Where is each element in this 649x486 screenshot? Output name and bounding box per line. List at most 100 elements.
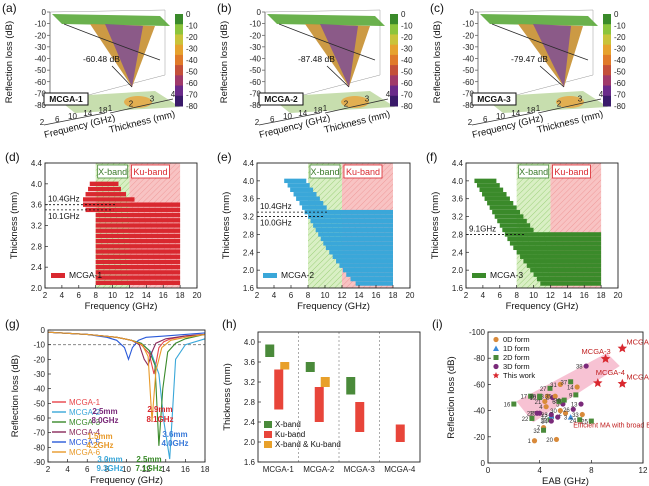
z-tick-label: -80 <box>34 101 46 110</box>
y-tick-label: 2.0 <box>31 284 43 293</box>
point-id-label: 6 <box>552 400 556 406</box>
y-tick-label: 0 <box>481 459 486 468</box>
eab-bar <box>95 233 181 239</box>
freq-tick-label: 18 <box>99 106 108 115</box>
point-id-label: 33 <box>572 413 579 419</box>
point-id-label: 30 <box>550 409 557 415</box>
legend-swatch <box>264 441 272 448</box>
eab-bar <box>95 238 181 244</box>
point-id-label: 5 <box>556 403 560 409</box>
colorbar-tick-label: -70 <box>401 91 413 100</box>
freq-tick-label: 2 <box>468 118 473 127</box>
legend-label: MCGA-1 <box>69 270 102 280</box>
x-tick-label: 16 <box>372 291 381 300</box>
scatter-point <box>562 410 569 416</box>
z-tick-label: -40 <box>249 55 261 64</box>
range-bar <box>314 387 324 422</box>
x-axis-label: EAB (GHz) <box>542 476 589 486</box>
y-tick-label: 4.0 <box>244 338 256 347</box>
peak-label: 2.5mm <box>136 455 161 464</box>
colorbar-segment <box>390 95 398 107</box>
point-id-label: 26 <box>563 408 570 414</box>
eab-bar <box>342 267 393 273</box>
eab-bar <box>332 254 393 259</box>
x-tick-label: 20 <box>406 291 415 300</box>
ku-band-label: Ku-band <box>133 167 167 177</box>
y-tick-label: 3.2 <box>452 213 464 222</box>
scatter-point <box>577 417 583 423</box>
scatter-point <box>555 414 561 420</box>
point-id-label: 8 <box>546 396 550 402</box>
legend-label: Ku-band <box>275 430 305 439</box>
eab-bar <box>95 218 181 223</box>
point-id-label: 12 <box>541 414 548 420</box>
scatter-point <box>529 415 535 421</box>
y-tick-label: 4.0 <box>243 177 255 186</box>
legend-label: MCGA-5 <box>69 438 101 447</box>
z-axis-label: Reflection loss (dB) <box>219 21 230 103</box>
min-rl-annotation: -79.47 dB <box>511 54 548 64</box>
peak-label: 8.1GHz <box>146 415 173 424</box>
x-tick-label: 20 <box>614 291 623 300</box>
x-tick-label: 8 <box>589 466 594 475</box>
surface-contour <box>491 23 589 61</box>
colorbar-segment <box>390 75 398 87</box>
point-id-label: 34 <box>541 420 548 426</box>
z-tick-label: -60 <box>249 78 261 87</box>
sample-tag: MCGA-2 <box>264 94 298 104</box>
z-tick-label: 0 <box>470 8 475 17</box>
colorbar-segment <box>603 34 611 46</box>
scatter-point <box>542 398 548 405</box>
range-bar <box>274 369 284 410</box>
colorbar-tick-label: -30 <box>614 45 626 54</box>
freq-tick-label: 10 <box>283 112 292 121</box>
eab-bar <box>476 183 500 188</box>
colorbar-tick-label: -80 <box>614 102 626 111</box>
colorbar-tick-label: -30 <box>186 45 198 54</box>
colorbar-tick-label: -20 <box>186 33 198 42</box>
eab-bar <box>339 263 393 268</box>
point-id-label: 35 <box>545 395 552 401</box>
comparison-scatter-panel: (i)1234567891011121314151617181920212223… <box>432 317 649 486</box>
peak-label: 4.0GHz <box>161 439 188 448</box>
legend-swatch <box>472 273 486 278</box>
x-band-label: X-band <box>98 167 127 177</box>
point-id-label: 20 <box>546 438 553 444</box>
eab-bar <box>83 197 135 202</box>
y-tick-label: 4.4 <box>452 159 464 168</box>
x-tick-label: 14 <box>563 291 572 300</box>
plot-box <box>49 9 166 106</box>
x-tick-label: 6 <box>77 291 82 300</box>
legend-swatch <box>264 421 272 428</box>
category-label: MCGA-3 <box>344 465 376 474</box>
eab-bar <box>83 202 181 207</box>
legend-label: X-band & Ku-band <box>275 440 341 449</box>
min-rl-annotation: -60.48 dB <box>83 54 120 64</box>
x-tick-label: 12 <box>546 291 555 300</box>
legend-label: MCGA-3 <box>69 418 101 427</box>
legend-label: MCGA-4 <box>69 428 101 437</box>
scatter-point <box>561 397 567 403</box>
freq-axis <box>258 112 321 126</box>
z-axis-label: Reflection loss (dB) <box>432 21 443 103</box>
point-id-label: 19 <box>529 396 536 402</box>
y-tick-label: 4.0 <box>31 180 43 189</box>
legend-swatch <box>263 273 277 278</box>
y-tick-label: -50 <box>33 399 45 408</box>
eab-bar <box>320 236 393 242</box>
x-tick-label: 2 <box>255 291 260 300</box>
this-work-label: MCGA-3 <box>582 347 611 356</box>
this-work-star <box>617 378 628 388</box>
z-tick-label: -50 <box>34 66 46 75</box>
colorbar-tick-label: -80 <box>186 102 198 111</box>
category-label: MCGA-1 <box>263 465 295 474</box>
thickness-axis-label: Thickness (mm) <box>536 109 604 136</box>
scatter-point <box>493 336 499 343</box>
freq-tick-label: 2 <box>40 118 45 127</box>
colorbar-tick-label: -40 <box>401 56 413 65</box>
this-work-star <box>593 378 603 388</box>
eab-bar <box>290 187 314 192</box>
point-id-label: 13 <box>571 403 578 409</box>
z-tick-label: 0 <box>257 8 262 17</box>
eab-bar <box>95 254 181 259</box>
